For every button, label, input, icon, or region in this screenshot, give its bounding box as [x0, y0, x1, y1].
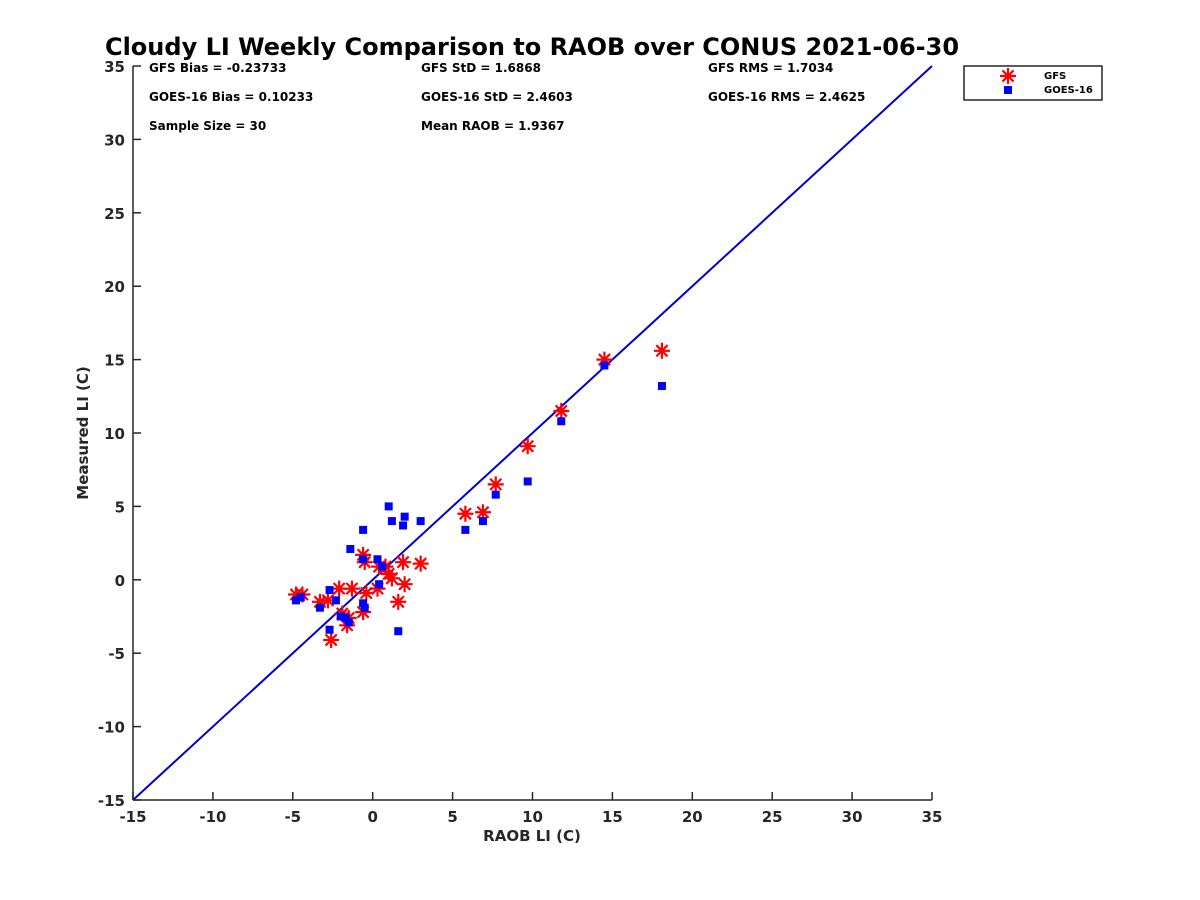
gfs-point [395, 554, 412, 571]
gfs-point [358, 585, 375, 602]
stat-annotation: GOES-16 Bias = 0.10233 [149, 90, 313, 104]
gfs-point [369, 580, 386, 597]
x-tick-label: 20 [682, 808, 703, 826]
gfs-point [343, 580, 360, 597]
goes16-point [296, 593, 305, 602]
goes16-point [461, 525, 470, 534]
gfs-point [596, 351, 613, 368]
gfs-point [519, 438, 536, 455]
gfs-point [412, 555, 429, 572]
y-tick-label: -10 [98, 719, 125, 737]
goes16-point [336, 612, 345, 621]
goes16-point [331, 596, 340, 605]
goes16-point [346, 544, 355, 553]
y-tick-label: 10 [104, 425, 125, 443]
y-tick-label: 35 [104, 58, 125, 76]
gfs-point [487, 476, 504, 493]
y-tick-label: 15 [104, 352, 125, 370]
x-tick-label: 10 [522, 808, 543, 826]
y-tick-label: 30 [104, 131, 125, 149]
legend-gfs-marker [1000, 68, 1016, 84]
chart-title: Cloudy LI Weekly Comparison to RAOB over… [105, 33, 959, 61]
stat-annotation: Mean RAOB = 1.9367 [421, 119, 565, 133]
x-axis-ticks: -15 -10 -5 0 5 10 15 20 25 30 35 [119, 792, 942, 826]
goes16-point [557, 417, 566, 426]
y-tick-label: 0 [115, 572, 125, 590]
gfs-point [390, 593, 407, 610]
gfs-point [319, 592, 336, 609]
gfs-point [474, 504, 491, 521]
goes16-point [373, 555, 382, 564]
goes16-point [344, 618, 353, 627]
goes16-point [657, 382, 666, 391]
stat-annotation: GOES-16 StD = 2.4603 [421, 90, 573, 104]
y-tick-label: 20 [104, 278, 125, 296]
y-tick-label: 5 [115, 498, 125, 516]
x-tick-label: 5 [447, 808, 457, 826]
gfs-point [355, 604, 372, 621]
legend-gfs-label: GFS [1044, 71, 1066, 82]
x-tick-label: -15 [119, 808, 146, 826]
legend-goes16-label: GOES-16 [1044, 85, 1093, 96]
goes16-point [359, 599, 368, 608]
y-tick-label: -5 [108, 645, 125, 663]
gfs-point [457, 505, 474, 522]
legend-box [963, 65, 1103, 101]
goes16-point [478, 517, 487, 526]
one-to-one-line [132, 65, 933, 801]
x-tick-label: 25 [762, 808, 783, 826]
goes16-markers [291, 361, 666, 636]
gfs-point [323, 631, 340, 648]
stat-annotation: GFS StD = 1.6868 [421, 61, 541, 75]
goes16-point [523, 477, 532, 486]
goes16-point [387, 517, 396, 526]
goes16-point [325, 625, 334, 634]
goes16-point [384, 502, 393, 511]
x-tick-label: 30 [842, 808, 863, 826]
goes16-point [416, 517, 425, 526]
goes16-point [378, 562, 387, 571]
legend: GFS GOES-16 [963, 65, 1103, 101]
x-tick-label: 0 [367, 808, 377, 826]
y-axis-label: Measured LI (C) [74, 366, 92, 499]
x-tick-label: 15 [602, 808, 623, 826]
gfs-markers [287, 342, 670, 648]
goes16-point [600, 361, 609, 370]
y-tick-label: -15 [98, 792, 125, 810]
stat-annotation: GOES-16 RMS = 2.4625 [708, 90, 865, 104]
goes16-point [491, 490, 500, 499]
gfs-point [355, 546, 372, 563]
y-axis-ticks: -15 -10 -5 0 5 10 15 20 25 30 35 [98, 58, 141, 810]
goes16-point [394, 627, 403, 636]
x-tick-label: -5 [284, 808, 301, 826]
plot-area: -15 -10 -5 0 5 10 15 20 25 30 35 -15 -10 -5 0 5 10 15 20 2… [98, 58, 943, 826]
stats-annotations: GFS Bias = -0.23733 GFS StD = 1.6868 GFS R… [149, 61, 865, 133]
legend-goes16-marker [1004, 86, 1012, 94]
gfs-point [653, 342, 670, 359]
stat-annotation: Sample Size = 30 [149, 119, 266, 133]
goes16-point [375, 580, 384, 589]
goes16-point [291, 596, 300, 605]
reference-line-group [132, 65, 933, 801]
goes16-point [400, 512, 409, 521]
x-axis-label: RAOB LI (C) [483, 827, 581, 845]
goes16-point [360, 603, 369, 612]
gfs-point [311, 593, 328, 610]
gfs-point [396, 576, 413, 593]
goes16-point [341, 613, 350, 622]
x-tick-label: -10 [199, 808, 226, 826]
gfs-point [331, 580, 348, 597]
y-tick-label: 25 [104, 205, 125, 223]
goes16-point [325, 586, 334, 595]
gfs-point [553, 402, 570, 419]
x-tick-label: 35 [922, 808, 943, 826]
gfs-point [383, 570, 400, 587]
goes16-point [359, 525, 368, 534]
stat-annotation: GFS Bias = -0.23733 [149, 61, 286, 75]
goes16-point [315, 603, 324, 612]
goes16-point [359, 555, 368, 564]
stat-annotation: GFS RMS = 1.7034 [708, 61, 833, 75]
goes16-point [399, 521, 408, 530]
